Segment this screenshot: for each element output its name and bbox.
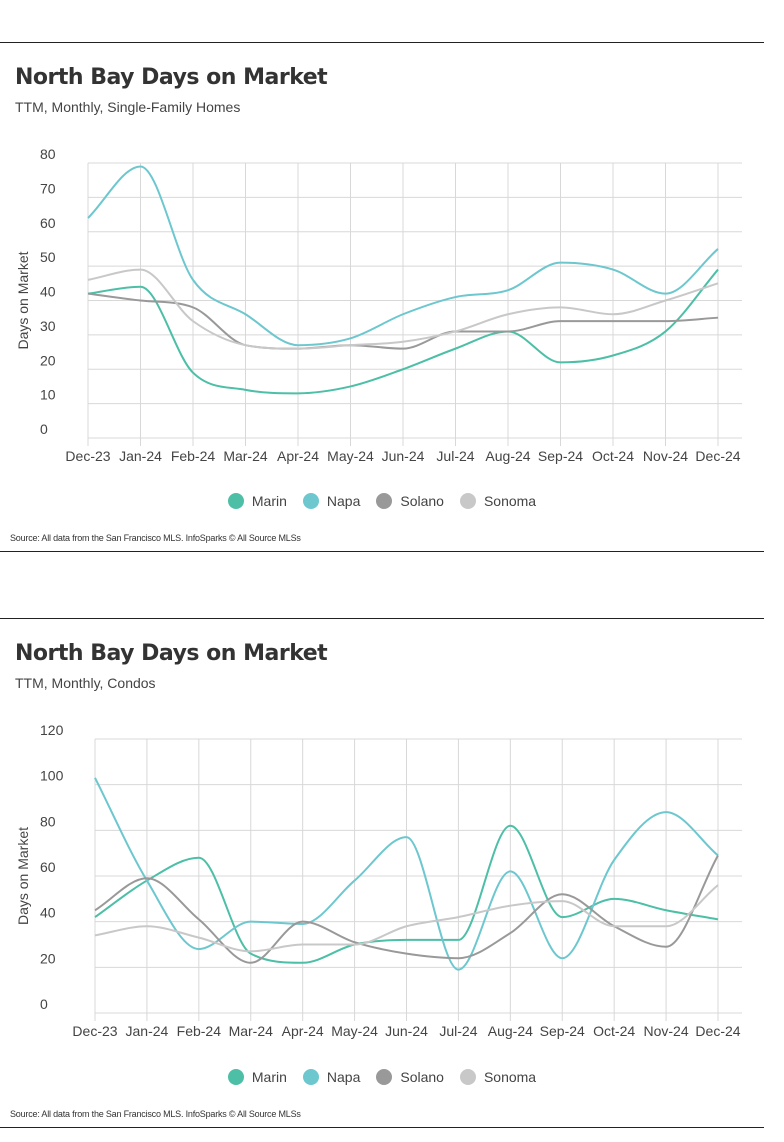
- y-tick-label: 70: [40, 180, 56, 196]
- x-tick-label: Mar-24: [229, 1023, 274, 1039]
- series-line-napa: [87, 165, 719, 347]
- x-tick-label: Nov-24: [643, 448, 688, 464]
- y-tick-label: 40: [40, 284, 56, 300]
- y-tick-label: 10: [40, 387, 56, 403]
- x-tick-label: Jan-24: [119, 448, 162, 464]
- y-tick-label: 0: [40, 996, 48, 1012]
- legend-swatch: [227, 1069, 244, 1085]
- x-tick-label: Oct-24: [592, 448, 634, 464]
- y-tick-label: 0: [40, 421, 48, 437]
- legend-item-solano: Solano: [376, 1069, 444, 1085]
- x-tick-label: Feb-24: [177, 1023, 222, 1039]
- x-tick-label: Oct-24: [593, 1023, 635, 1039]
- series-line-marin: [94, 824, 719, 964]
- source-note: Source: All data from the San Francisco …: [10, 1109, 301, 1119]
- x-tick-label: May-24: [327, 448, 374, 464]
- legend-label: Napa: [326, 493, 361, 509]
- y-tick-label: 20: [40, 950, 56, 966]
- y-tick-label: 80: [40, 146, 56, 162]
- line-chart-condos: 0 20 40 60 80 100 120 Dec-23 Jan-24 Feb-24 Mar-24 A…: [15, 722, 742, 1039]
- x-tick-label: Jun-24: [382, 448, 425, 464]
- y-axis-label: Days on Market: [15, 251, 31, 349]
- legend-label: Solano: [400, 1069, 444, 1085]
- x-tick-label: Nov-24: [644, 1023, 689, 1039]
- x-tick-label: Jul-24: [436, 448, 474, 464]
- y-axis-label: Days on Market: [15, 827, 31, 925]
- chart-legend: Marin Napa Solano Sonoma: [0, 1069, 764, 1085]
- line-chart-single-family: 0 10 20 30 40 50 60 70 80 Dec-23 Jan-24 Feb-24 Mar-2…: [15, 146, 742, 464]
- x-tick-label: Feb-24: [171, 448, 216, 464]
- y-tick-label: 60: [40, 215, 56, 231]
- legend-label: Napa: [326, 1069, 361, 1085]
- series-line-sonoma: [94, 884, 719, 953]
- x-tick-label: Dec-23: [65, 448, 110, 464]
- x-tick-label: Apr-24: [282, 1023, 324, 1039]
- series-line-solano: [94, 854, 719, 964]
- legend-label: Marin: [251, 493, 287, 509]
- x-tick-label: Jul-24: [439, 1023, 477, 1039]
- y-tick-label: 120: [40, 722, 64, 738]
- legend-swatch: [302, 493, 319, 509]
- chart-panel-condos: North Bay Days on Market TTM, Monthly, C…: [0, 618, 764, 1128]
- x-tick-label: May-24: [331, 1023, 378, 1039]
- legend-swatch: [376, 493, 393, 509]
- chart-title: North Bay Days on Market: [15, 641, 328, 666]
- legend-item-solano: Solano: [376, 493, 444, 509]
- x-tick-label: Jan-24: [126, 1023, 169, 1039]
- y-tick-label: 60: [40, 859, 56, 875]
- chart-title: North Bay Days on Market: [15, 65, 328, 90]
- legend-item-marin: Marin: [227, 493, 287, 509]
- legend-label: Sonoma: [483, 1069, 537, 1085]
- legend-item-napa: Napa: [302, 493, 361, 509]
- chart-legend: Marin Napa Solano Sonoma: [0, 493, 764, 509]
- x-tick-label: Aug-24: [485, 448, 530, 464]
- chart-panel-single-family: North Bay Days on Market TTM, Monthly, S…: [0, 42, 764, 552]
- legend-swatch: [459, 493, 476, 509]
- series-line-marin: [87, 268, 719, 395]
- legend-swatch: [302, 1069, 319, 1085]
- y-tick-label: 50: [40, 249, 56, 265]
- legend-swatch: [376, 1069, 393, 1085]
- legend-item-marin: Marin: [227, 1069, 287, 1085]
- series-line-solano: [87, 292, 719, 350]
- y-tick-label: 20: [40, 352, 56, 368]
- legend-label: Sonoma: [483, 493, 537, 509]
- legend-label: Marin: [251, 1069, 287, 1085]
- x-tick-label: Mar-24: [223, 448, 268, 464]
- x-tick-label: Sep-24: [540, 1023, 585, 1039]
- legend-swatch: [227, 493, 244, 509]
- series-line-napa: [94, 777, 719, 971]
- source-note: Source: All data from the San Francisco …: [10, 533, 301, 543]
- legend-item-sonoma: Sonoma: [459, 493, 537, 509]
- y-tick-label: 100: [40, 768, 64, 784]
- legend-swatch: [459, 1069, 476, 1085]
- x-tick-label: Jun-24: [385, 1023, 428, 1039]
- chart-subtitle: TTM, Monthly, Single-Family Homes: [15, 99, 241, 115]
- y-tick-label: 30: [40, 318, 56, 334]
- x-tick-label: Aug-24: [488, 1023, 533, 1039]
- x-tick-label: Apr-24: [277, 448, 319, 464]
- y-tick-label: 40: [40, 905, 56, 921]
- legend-label: Solano: [400, 493, 444, 509]
- legend-item-sonoma: Sonoma: [459, 1069, 537, 1085]
- x-tick-label: Dec-24: [695, 1023, 740, 1039]
- x-tick-label: Sep-24: [538, 448, 583, 464]
- series-line-sonoma: [87, 268, 719, 350]
- y-tick-label: 80: [40, 813, 56, 829]
- x-tick-label: Dec-24: [695, 448, 740, 464]
- legend-item-napa: Napa: [302, 1069, 361, 1085]
- chart-subtitle: TTM, Monthly, Condos: [15, 675, 156, 691]
- x-tick-label: Dec-23: [72, 1023, 117, 1039]
